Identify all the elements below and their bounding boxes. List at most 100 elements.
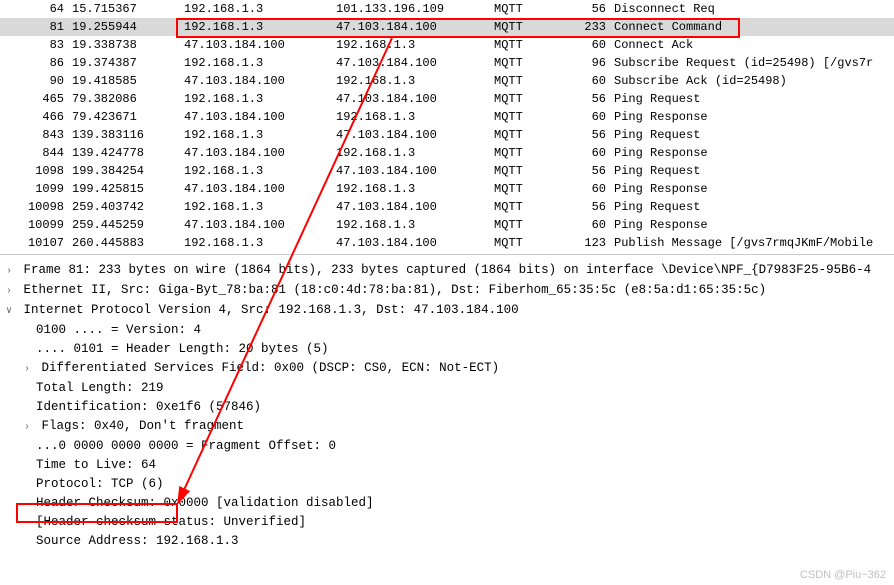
packet-row[interactable]: 8119.255944192.168.1.347.103.184.100MQTT… [0, 18, 894, 36]
packet-length: 56 [560, 198, 610, 216]
packet-info: Ping Response [610, 216, 894, 234]
expand-icon[interactable]: › [20, 418, 34, 437]
packet-no: 465 [0, 90, 68, 108]
packet-row[interactable]: 46579.382086192.168.1.347.103.184.100MQT… [0, 90, 894, 108]
packet-time: 199.384254 [68, 162, 180, 180]
packet-destination: 47.103.184.100 [332, 126, 490, 144]
packet-row[interactable]: 10099259.44525947.103.184.100192.168.1.3… [0, 216, 894, 234]
packet-no: 86 [0, 54, 68, 72]
packet-length: 56 [560, 90, 610, 108]
packet-info: Publish Message [/gvs7rmqJKmF/Mobile [610, 234, 894, 252]
packet-info: Ping Request [610, 126, 894, 144]
packet-no: 10107 [0, 234, 68, 252]
tree-ip-ttl[interactable]: Time to Live: 64 [0, 456, 894, 475]
packet-protocol: MQTT [490, 0, 560, 18]
packet-time: 79.382086 [68, 90, 180, 108]
packet-row[interactable]: 6415.715367192.168.1.3101.133.196.109MQT… [0, 0, 894, 18]
packet-source: 192.168.1.3 [180, 198, 332, 216]
packet-no: 90 [0, 72, 68, 90]
packet-source: 47.103.184.100 [180, 72, 332, 90]
packet-time: 19.338738 [68, 36, 180, 54]
packet-time: 139.424778 [68, 144, 180, 162]
packet-no: 843 [0, 126, 68, 144]
tree-ip[interactable]: ∨ Internet Protocol Version 4, Src: 192.… [0, 301, 894, 321]
packet-length: 96 [560, 54, 610, 72]
packet-list-table[interactable]: 6415.715367192.168.1.3101.133.196.109MQT… [0, 0, 894, 252]
tree-ip-srcaddr[interactable]: Source Address: 192.168.1.3 [0, 532, 894, 551]
packet-row[interactable]: 10098259.403742192.168.1.347.103.184.100… [0, 198, 894, 216]
packet-no: 10098 [0, 198, 68, 216]
packet-info: Subscribe Request (id=25498) [/gvs7r [610, 54, 894, 72]
tree-ip-dsf-text: Differentiated Services Field: 0x00 (DSC… [42, 361, 500, 375]
packet-row[interactable]: 1098199.384254192.168.1.347.103.184.100M… [0, 162, 894, 180]
tree-ip-ckstat[interactable]: [Header checksum status: Unverified] [0, 513, 894, 532]
packet-row[interactable]: 1099199.42581547.103.184.100192.168.1.3M… [0, 180, 894, 198]
packet-time: 19.418585 [68, 72, 180, 90]
packet-source: 192.168.1.3 [180, 0, 332, 18]
expand-icon[interactable]: › [2, 282, 16, 301]
packet-protocol: MQTT [490, 198, 560, 216]
tree-ip-proto[interactable]: Protocol: TCP (6) [0, 475, 894, 494]
packet-destination: 47.103.184.100 [332, 234, 490, 252]
packet-source: 47.103.184.100 [180, 144, 332, 162]
packet-row[interactable]: 8319.33873847.103.184.100192.168.1.3MQTT… [0, 36, 894, 54]
tree-frame-text: Frame 81: 233 bytes on wire (1864 bits),… [24, 263, 872, 277]
packet-destination: 192.168.1.3 [332, 144, 490, 162]
packet-destination: 192.168.1.3 [332, 36, 490, 54]
packet-protocol: MQTT [490, 54, 560, 72]
packet-time: 259.403742 [68, 198, 180, 216]
packet-no: 1099 [0, 180, 68, 198]
tree-ip-hlen[interactable]: .... 0101 = Header Length: 20 bytes (5) [0, 340, 894, 359]
packet-length: 60 [560, 36, 610, 54]
packet-source: 192.168.1.3 [180, 234, 332, 252]
packet-row[interactable]: 843139.383116192.168.1.347.103.184.100MQ… [0, 126, 894, 144]
packet-no: 466 [0, 108, 68, 126]
tree-eth-text: Ethernet II, Src: Giga-Byt_78:ba:81 (18:… [24, 283, 767, 297]
tree-eth[interactable]: › Ethernet II, Src: Giga-Byt_78:ba:81 (1… [0, 281, 894, 301]
packet-details-pane[interactable]: › Frame 81: 233 bytes on wire (1864 bits… [0, 255, 894, 551]
packet-length: 60 [560, 144, 610, 162]
packet-source: 47.103.184.100 [180, 180, 332, 198]
packet-row[interactable]: 844139.42477847.103.184.100192.168.1.3MQ… [0, 144, 894, 162]
packet-protocol: MQTT [490, 72, 560, 90]
expand-icon[interactable]: › [2, 262, 16, 281]
packet-time: 139.383116 [68, 126, 180, 144]
tree-ip-frag[interactable]: ...0 0000 0000 0000 = Fragment Offset: 0 [0, 437, 894, 456]
packet-protocol: MQTT [490, 126, 560, 144]
tree-ip-flags[interactable]: › Flags: 0x40, Don't fragment [0, 417, 894, 437]
packet-time: 15.715367 [68, 0, 180, 18]
packet-no: 64 [0, 0, 68, 18]
packet-row[interactable]: 8619.374387192.168.1.347.103.184.100MQTT… [0, 54, 894, 72]
packet-info: Ping Request [610, 198, 894, 216]
tree-ip-dsf[interactable]: › Differentiated Services Field: 0x00 (D… [0, 359, 894, 379]
packet-protocol: MQTT [490, 90, 560, 108]
packet-row[interactable]: 46679.42367147.103.184.100192.168.1.3MQT… [0, 108, 894, 126]
packet-source: 47.103.184.100 [180, 108, 332, 126]
packet-destination: 47.103.184.100 [332, 198, 490, 216]
packet-info: Subscribe Ack (id=25498) [610, 72, 894, 90]
packet-length: 60 [560, 72, 610, 90]
packet-time: 79.423671 [68, 108, 180, 126]
tree-ip-cksum[interactable]: Header Checksum: 0x0000 [validation disa… [0, 494, 894, 513]
packet-destination: 47.103.184.100 [332, 18, 490, 36]
expand-icon[interactable]: › [20, 360, 34, 379]
packet-source: 47.103.184.100 [180, 36, 332, 54]
packet-info: Disconnect Req [610, 0, 894, 18]
packet-row[interactable]: 10107260.445883192.168.1.347.103.184.100… [0, 234, 894, 252]
tree-ip-version[interactable]: 0100 .... = Version: 4 [0, 321, 894, 340]
packet-length: 60 [560, 180, 610, 198]
packet-info: Connect Command [610, 18, 894, 36]
packet-source: 192.168.1.3 [180, 54, 332, 72]
packet-row[interactable]: 9019.41858547.103.184.100192.168.1.3MQTT… [0, 72, 894, 90]
packet-destination: 192.168.1.3 [332, 216, 490, 234]
tree-ip-total[interactable]: Total Length: 219 [0, 379, 894, 398]
packet-length: 56 [560, 0, 610, 18]
packet-source: 192.168.1.3 [180, 162, 332, 180]
packet-destination: 192.168.1.3 [332, 108, 490, 126]
tree-ip-flags-text: Flags: 0x40, Don't fragment [42, 419, 245, 433]
tree-frame[interactable]: › Frame 81: 233 bytes on wire (1864 bits… [0, 261, 894, 281]
collapse-icon[interactable]: ∨ [2, 302, 16, 321]
packet-no: 83 [0, 36, 68, 54]
packet-info: Ping Response [610, 108, 894, 126]
tree-ip-id[interactable]: Identification: 0xe1f6 (57846) [0, 398, 894, 417]
